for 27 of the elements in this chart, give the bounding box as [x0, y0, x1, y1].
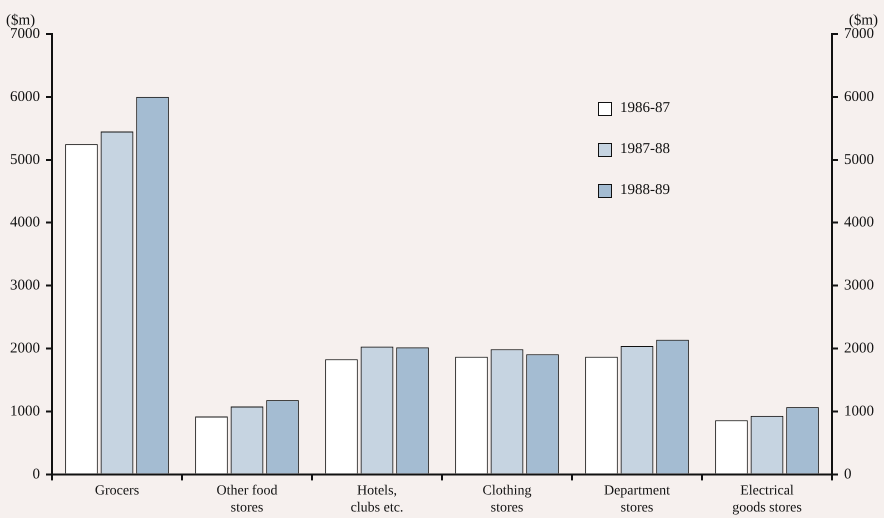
y2-tick-label: 0: [844, 466, 852, 482]
y-tick-label: 1000: [10, 403, 40, 420]
legend-label: 1986-87: [620, 100, 670, 118]
x-tick-label: Electrical goods stores: [732, 483, 802, 516]
legend-label: 1988-89: [620, 182, 670, 200]
x-tick-label: Hotels, clubs etc.: [350, 483, 404, 516]
y-tick-label: 3000: [10, 278, 40, 294]
legend-label: 1987-88: [620, 141, 670, 158]
y2-tick-label: 4000: [844, 214, 874, 231]
y-axis-title: ($m): [6, 12, 36, 28]
y-tick-label: 6000: [10, 88, 40, 105]
x-tick-label: Grocers: [94, 483, 140, 498]
y2-tick-label: 7000: [844, 26, 874, 42]
x-tick-label: Other food stores: [216, 483, 278, 516]
y-tick-label: 4000: [10, 214, 40, 231]
x-tick-label: Clothing stores: [482, 483, 532, 516]
y2-tick-label: 6000: [844, 88, 874, 105]
y-tick-label: 2000: [10, 340, 40, 357]
y-tick-label: 5000: [10, 152, 40, 168]
y2-tick-label: 2000: [844, 340, 874, 357]
y2-tick-label: 3000: [844, 278, 874, 294]
y2-tick-label: 5000: [844, 152, 874, 168]
y-tick-label: 7000: [10, 26, 40, 42]
y-tick-label: 0: [32, 466, 40, 482]
y2-tick-label: 1000: [844, 403, 874, 420]
x-tick-label: Department stores: [604, 483, 670, 516]
y2-axis-title: ($m): [848, 12, 878, 28]
